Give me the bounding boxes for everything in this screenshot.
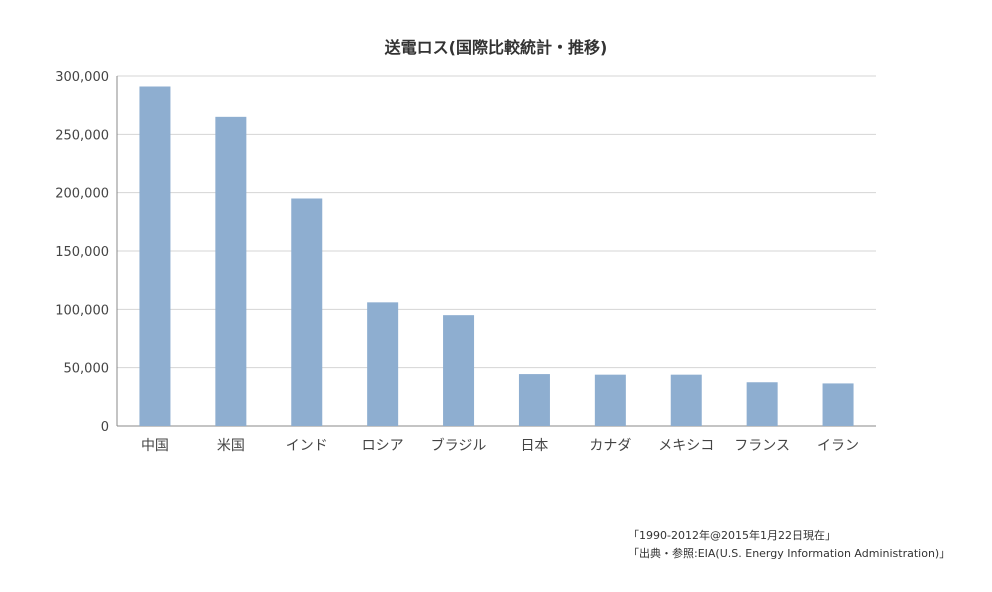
bar-6 (594, 374, 626, 426)
date-note: 「1990-2012年@2015年1月22日現在」 (628, 529, 836, 542)
x-tick-label: インド (286, 438, 328, 454)
y-tick-label: 250,000 (55, 128, 109, 143)
chart-title: 送電ロス(国際比較統計・推移) (384, 38, 608, 57)
bar-1 (215, 116, 247, 426)
source-note: 「出典・参照:EIA(U.S. Energy Information Admin… (628, 547, 951, 560)
y-tick-label: 50,000 (64, 362, 110, 377)
x-tick-label: イラン (817, 438, 859, 454)
y-tick-label: 100,000 (55, 303, 109, 318)
x-tick-label: 中国 (141, 438, 169, 454)
bar-0 (139, 86, 171, 426)
y-tick-label: 150,000 (55, 245, 109, 260)
bar-4 (443, 315, 475, 426)
x-tick-label: 日本 (520, 438, 548, 454)
bar-5 (518, 374, 550, 426)
x-tick-label: メキシコ (658, 438, 714, 454)
bar-9 (822, 383, 854, 426)
bar-8 (746, 382, 778, 426)
x-tick-label: 米国 (217, 438, 245, 454)
bar-3 (367, 302, 399, 426)
x-tick-label: フランス (734, 438, 790, 454)
bar-7 (670, 374, 702, 426)
x-tick-label: カナダ (589, 438, 631, 454)
y-tick-label: 0 (101, 420, 109, 435)
x-tick-label: ロシア (362, 438, 404, 454)
y-tick-label: 300,000 (55, 70, 109, 85)
x-tick-label: ブラジル (431, 437, 487, 454)
bar-2 (291, 198, 323, 426)
y-tick-label: 200,000 (55, 187, 109, 202)
